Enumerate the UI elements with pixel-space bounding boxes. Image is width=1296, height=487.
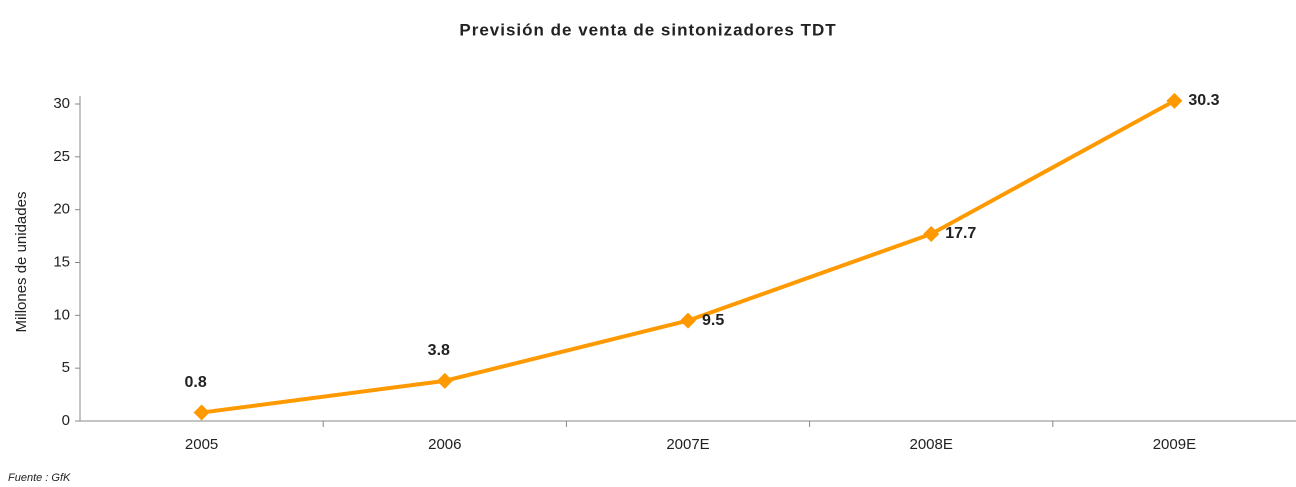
x-tick-label: 2008E	[910, 436, 953, 453]
y-tick-label: 0	[62, 412, 70, 429]
y-tick-label: 20	[53, 201, 70, 218]
y-tick-label: 30	[53, 95, 70, 112]
data-label: 17.7	[945, 225, 976, 242]
marker	[1166, 92, 1183, 109]
data-label: 0.8	[184, 374, 206, 391]
marker	[923, 225, 940, 242]
y-tick-label: 10	[53, 306, 70, 323]
data-label: 9.5	[702, 312, 724, 329]
y-tick-label: 5	[62, 359, 70, 376]
data-label: 30.3	[1188, 92, 1219, 109]
x-tick-label: 2007E	[666, 436, 709, 453]
y-axis-label: Millones de unidades	[13, 192, 30, 333]
x-tick-label: 2006	[428, 436, 461, 453]
marker	[436, 372, 453, 389]
y-tick-label: 15	[53, 253, 70, 270]
source-note: Fuente : GfK	[8, 472, 71, 484]
line	[201, 99, 1176, 415]
marker	[193, 404, 210, 421]
x-tick-label: 2005	[185, 436, 218, 453]
chart-title: Previsión de venta de sintonizadores TDT	[459, 20, 836, 39]
marker	[680, 312, 696, 329]
data-label: 3.8	[428, 342, 450, 359]
x-tick-label: 2009E	[1153, 436, 1196, 453]
y-tick-label: 25	[53, 148, 70, 165]
